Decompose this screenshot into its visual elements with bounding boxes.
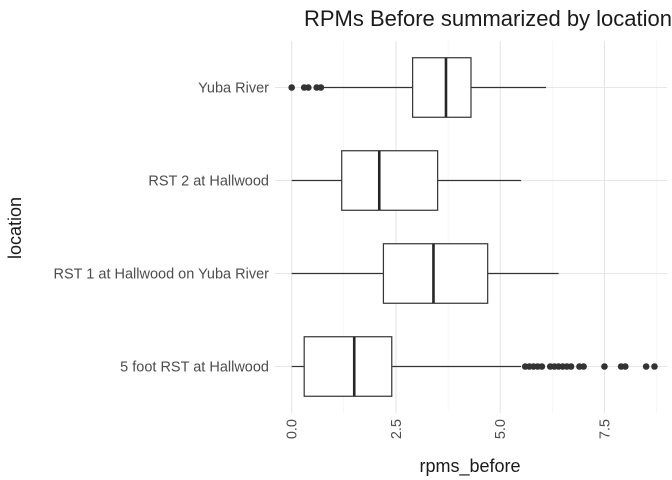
outlier-point bbox=[580, 363, 587, 370]
iqr-box bbox=[341, 150, 439, 211]
outlier-point bbox=[642, 363, 650, 370]
outlier-point bbox=[305, 84, 312, 91]
box-group bbox=[291, 243, 559, 304]
outlier-point bbox=[317, 84, 325, 91]
category-label: Yuba River bbox=[198, 81, 269, 97]
iqr-box bbox=[382, 243, 489, 304]
x-tick-label: 0.0 bbox=[285, 419, 301, 439]
outlier-point bbox=[621, 363, 629, 370]
outlier-point bbox=[288, 84, 295, 91]
outlier-point bbox=[651, 363, 658, 370]
outlier-point bbox=[601, 363, 608, 370]
x-tick-label: 7.5 bbox=[597, 419, 613, 439]
box-group bbox=[291, 336, 658, 397]
iqr-box bbox=[412, 57, 472, 118]
outlier-point bbox=[538, 363, 546, 370]
x-tick-label: 2.5 bbox=[389, 419, 405, 439]
category-label: 5 foot RST at Hallwood bbox=[120, 360, 269, 376]
x-axis-tick-labels: 0.0 2.5 5.0 7.5 bbox=[285, 419, 614, 439]
outlier-point bbox=[567, 363, 575, 370]
box-group bbox=[291, 150, 522, 211]
chart-title: RPMs Before summarized by location bbox=[304, 6, 672, 31]
x-tick-label: 5.0 bbox=[493, 419, 509, 439]
iqr-box bbox=[303, 336, 393, 397]
box-series bbox=[288, 57, 658, 397]
category-label: RST 2 at Hallwood bbox=[148, 174, 269, 190]
y-axis-title: location bbox=[5, 197, 25, 259]
box-group bbox=[288, 57, 547, 118]
category-axis-labels: Yuba River RST 2 at Hallwood RST 1 at Hall… bbox=[54, 81, 270, 376]
x-axis-title: rpms_before bbox=[419, 456, 520, 477]
category-label: RST 1 at Hallwood on Yuba River bbox=[54, 267, 270, 283]
